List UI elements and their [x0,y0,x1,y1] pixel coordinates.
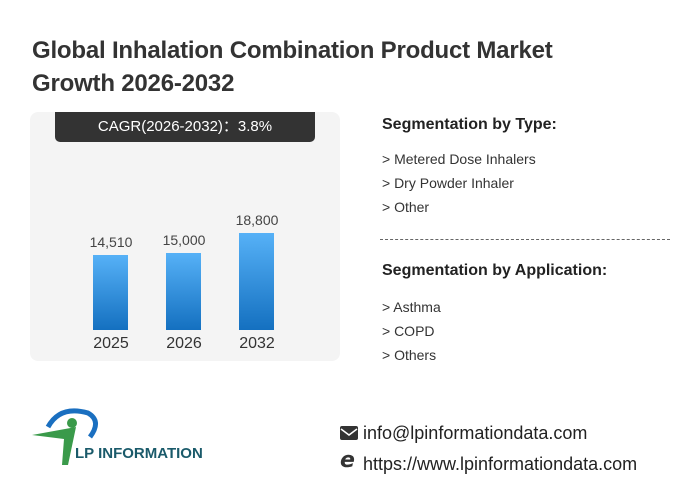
bar-2026 [166,252,201,330]
company-logo: LP INFORMATION [30,405,203,475]
page-title: Global Inhalation Combination Product Ma… [32,37,553,97]
web-icon: e [340,448,355,473]
type-item: > Dry Powder Inhaler [382,175,514,191]
bar-2032 [239,233,274,330]
divider [380,239,670,240]
type-item: > Metered Dose Inhalers [382,151,536,167]
bar-value-label: 14,510 [89,234,133,251]
bar-2025 [93,255,128,330]
x-tick-label: 2032 [239,335,275,352]
x-tick-label: 2026 [166,335,202,352]
logo-text: LP INFORMATION [75,445,203,462]
application-item: > Asthma [382,299,441,315]
application-item: > Others [382,347,437,363]
type-heading: Segmentation by Type: [382,116,557,133]
x-tick-label: 2025 [93,335,129,352]
website-link[interactable]: https://www.lpinformationdata.com [363,454,638,474]
bar-value-label: 15,000 [162,231,206,248]
email-link[interactable]: info@lpinformationdata.com [363,423,588,443]
email-icon [340,426,358,440]
application-heading: Segmentation by Application: [382,262,608,279]
logo-icon [32,408,98,465]
type-item: > Other [382,199,430,215]
bar-value-label: 18,800 [235,212,279,228]
cagr-banner: CAGR(2026-2032)：3.8% [55,112,315,142]
application-item: > COPD [382,323,435,339]
